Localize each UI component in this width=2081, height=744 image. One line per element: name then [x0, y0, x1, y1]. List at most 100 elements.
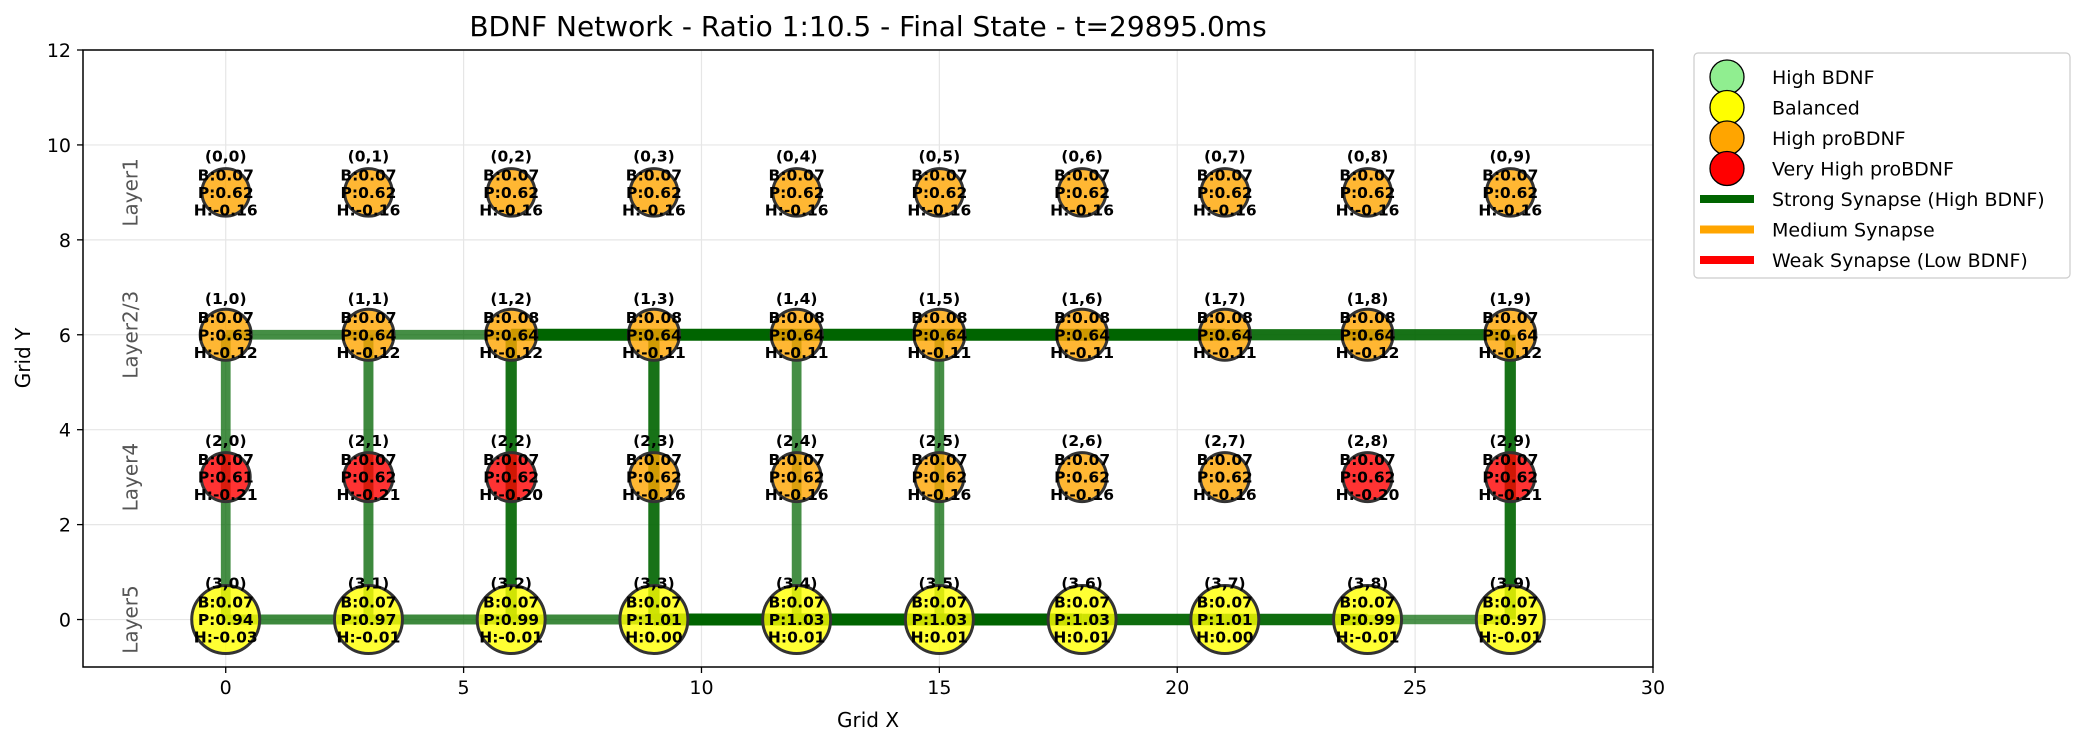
node-value-text: B:0.08 [911, 309, 967, 327]
node-value-text: H:-0.11 [907, 344, 971, 362]
node-value-text: H:-0.03 [194, 629, 258, 647]
neuron-node: (3,8)B:0.07P:0.99H:-0.01 [1332, 575, 1404, 656]
x-tick-label: 5 [458, 677, 470, 699]
node-label: (2,7) [1204, 432, 1246, 450]
node-label: (3,7) [1204, 575, 1246, 593]
neuron-node: (3,6)B:0.07P:1.03H:0.01 [1046, 575, 1118, 656]
neuron-circle [190, 584, 262, 656]
node-value-text: P:1.01 [1197, 611, 1253, 629]
neuron-node: (1,0)B:0.07P:0.63H:-0.12 [194, 290, 258, 362]
legend-label: Balanced [1772, 98, 1860, 120]
neuron-node: (2,0)B:0.07P:0.61H:-0.21 [194, 432, 258, 504]
node-value-text: H:-0.16 [479, 201, 543, 219]
neuron-circle [1474, 584, 1546, 656]
legend-label: Strong Synapse (High BDNF) [1772, 189, 2045, 211]
neuron-circle [332, 584, 404, 656]
node-value-text: H:-0.16 [765, 201, 829, 219]
node-value-text: P:0.62 [626, 184, 682, 202]
node-label: (1,7) [1204, 290, 1246, 308]
neuron-node: (2,2)B:0.07P:0.62H:-0.20 [479, 432, 543, 504]
neuron-circle [1342, 167, 1393, 218]
node-value-text: P:0.62 [1054, 469, 1110, 487]
neuron-node: (2,1)B:0.07P:0.62H:-0.21 [337, 432, 401, 504]
node-value-text: P:0.62 [769, 184, 825, 202]
node-value-text: H:-0.11 [622, 344, 686, 362]
node-label: (1,0) [205, 290, 247, 308]
x-tick-label: 15 [927, 677, 951, 699]
layer-labels: Layer1 Layer2/3 Layer4 Layer5 [119, 158, 143, 654]
node-label: (2,2) [490, 432, 532, 450]
legend-marker [1709, 59, 1745, 95]
node-value-text: P:1.01 [626, 611, 682, 629]
node-value-text: P:0.62 [1054, 184, 1110, 202]
neuron-node: (1,4)B:0.08P:0.64H:-0.11 [765, 290, 829, 362]
node-value-text: P:0.62 [1197, 184, 1253, 202]
node-value-text: B:0.07 [626, 451, 682, 469]
node-value-text: P:0.64 [1340, 326, 1396, 344]
y-tick-label: 10 [47, 135, 71, 157]
legend-item: High BDNF [1709, 59, 1875, 95]
node-value-text: H:-0.16 [194, 201, 258, 219]
y-tick-label: 0 [59, 610, 71, 632]
node-label: (0,0) [205, 147, 247, 165]
node-label: (3,1) [348, 575, 390, 593]
node-label: (0,5) [919, 147, 961, 165]
node-label: (0,7) [1204, 147, 1246, 165]
neuron-node: (2,7)B:0.07P:0.62H:-0.16 [1193, 432, 1257, 504]
neuron-node: (1,8)B:0.08P:0.64H:-0.12 [1336, 290, 1400, 362]
node-value-text: H:-0.01 [1478, 629, 1542, 647]
neuron-circle [200, 167, 252, 218]
neuron-node: (0,2)B:0.07P:0.62H:-0.16 [479, 147, 543, 219]
node-label: (2,9) [1489, 432, 1531, 450]
node-value-text: P:0.63 [198, 326, 254, 344]
neuron-circle [1484, 451, 1537, 504]
neuron-circle [199, 451, 252, 504]
node-value-text: B:0.07 [198, 166, 254, 184]
chart-title: BDNF Network - Ratio 1:10.5 - Final Stat… [469, 10, 1266, 43]
neuron-circle [1056, 451, 1109, 504]
neuron-node: (0,8)B:0.07P:0.62H:-0.16 [1336, 147, 1400, 219]
node-value-text: B:0.07 [1197, 166, 1253, 184]
node-label: (2,6) [1061, 432, 1103, 450]
x-axis-label: Grid X [837, 708, 899, 732]
neuron-circle [761, 584, 833, 656]
node-label: (2,4) [776, 432, 818, 450]
node-value-text: H:-0.16 [622, 486, 686, 504]
node-value-text: P:0.64 [1482, 326, 1538, 344]
legend-label: Very High proBDNF [1772, 159, 1954, 181]
y-tick-label: 12 [47, 40, 71, 62]
node-label: (2,5) [919, 432, 961, 450]
node-value-text: H:-0.01 [337, 629, 401, 647]
node-value-text: P:1.03 [911, 611, 967, 629]
node-value-text: B:0.08 [483, 309, 539, 327]
neuron-node: (0,6)B:0.07P:0.62H:-0.16 [1050, 147, 1114, 219]
node-value-text: H:-0.12 [1336, 344, 1400, 362]
neuron-circle [485, 167, 537, 218]
legend-label: Weak Synapse (Low BDNF) [1772, 250, 2028, 272]
neuron-circle [1189, 584, 1261, 656]
node-value-text: H:-0.01 [479, 629, 543, 647]
legend-item: Medium Synapse [1700, 220, 1935, 242]
node-value-text: H:-0.16 [765, 486, 829, 504]
x-tick-label: 20 [1165, 677, 1189, 699]
node-value-text: P:0.97 [341, 611, 397, 629]
neuron-circle [628, 167, 680, 218]
node-value-text: B:0.07 [911, 166, 967, 184]
node-value-text: H:-0.16 [1050, 486, 1114, 504]
y-tick-label: 6 [59, 325, 71, 347]
node-value-text: H:0.01 [1053, 629, 1110, 647]
neuron-circle [1332, 584, 1404, 656]
node-value-text: P:0.97 [1482, 611, 1538, 629]
neuron-node: (0,3)B:0.07P:0.62H:-0.16 [622, 147, 686, 219]
node-value-text: H:-0.16 [1193, 201, 1257, 219]
neuron-node: (1,2)B:0.08P:0.64H:-0.12 [479, 290, 543, 362]
neuron-node: (0,4)B:0.07P:0.62H:-0.16 [765, 147, 829, 219]
node-value-text: P:0.62 [911, 184, 967, 202]
node-value-text: H:-0.12 [1478, 344, 1542, 362]
node-value-text: P:1.03 [769, 611, 825, 629]
neuron-node: (0,7)B:0.07P:0.62H:-0.16 [1193, 147, 1257, 219]
legend-items: High BDNF Balanced High proBDNF Very High p… [1700, 59, 2045, 272]
neuron-node: (0,9)B:0.07P:0.62H:-0.16 [1478, 147, 1542, 219]
neuron-circle [770, 451, 823, 504]
node-value-text: H:-0.16 [907, 201, 971, 219]
